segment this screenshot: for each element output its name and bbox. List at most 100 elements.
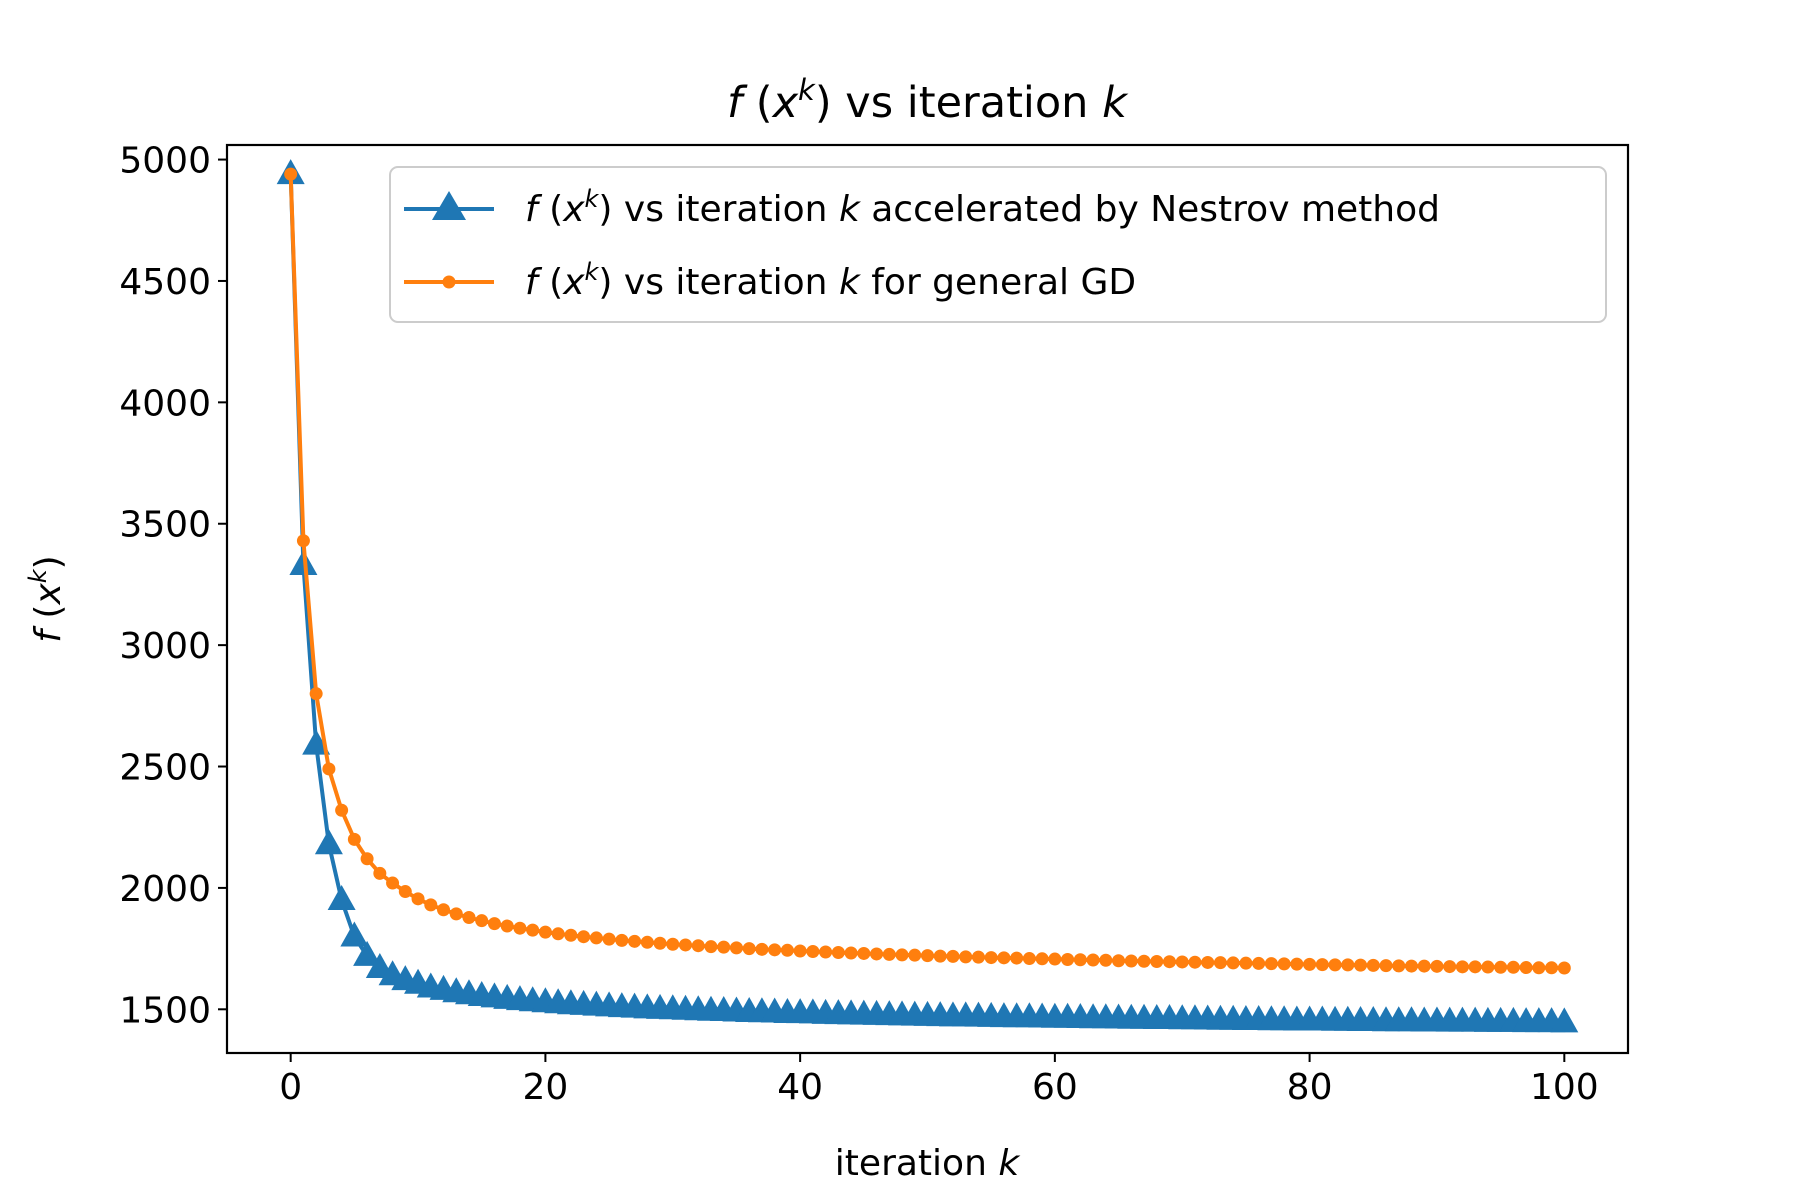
data-point-circle: [577, 930, 591, 944]
data-point-circle: [640, 935, 654, 949]
data-point-circle: [959, 950, 973, 964]
data-point-circle: [1455, 960, 1469, 974]
data-point-circle: [500, 919, 514, 933]
x-tick-label: 40: [777, 1067, 823, 1108]
data-point-circle: [1010, 951, 1024, 965]
data-point-circle: [1494, 960, 1508, 974]
data-point-circle: [1150, 954, 1164, 968]
y-tick-label: 4500: [119, 262, 211, 303]
data-point-circle: [1481, 960, 1495, 974]
data-point-circle: [768, 943, 782, 957]
data-point-circle: [462, 911, 476, 925]
data-point-circle: [1086, 953, 1100, 967]
legend1-close: ) vs iteration: [598, 189, 839, 230]
data-point-circle: [806, 945, 820, 959]
data-point-circle: [1328, 958, 1342, 972]
data-point-circle: [1545, 961, 1559, 975]
x-tick-label: 20: [523, 1067, 569, 1108]
title-x: x: [771, 78, 799, 128]
title-close: ) vs iteration: [815, 78, 1102, 128]
x-tick-label: 60: [1032, 1067, 1078, 1108]
data-point-circle: [1519, 961, 1533, 975]
y-tick-label: 5000: [119, 141, 211, 182]
title-k: k: [1102, 78, 1129, 128]
data-point-circle: [615, 933, 629, 947]
data-point-circle: [984, 951, 998, 965]
data-point-circle: [1112, 954, 1126, 968]
data-point-circle: [513, 921, 527, 935]
y-tick-label: 2000: [119, 869, 211, 910]
xlabel-k: k: [998, 1143, 1021, 1184]
data-point-circle: [1073, 953, 1087, 967]
ylabel-sup: k: [24, 568, 52, 583]
legend: f (xk) vs iteration k accelerated by Nes…: [389, 166, 1607, 323]
data-point-circle: [717, 940, 731, 954]
data-point-circle: [1506, 960, 1520, 974]
data-point-circle: [296, 534, 310, 548]
data-point-circle: [1557, 961, 1571, 975]
x-axis-label: iteration k: [835, 1143, 1022, 1184]
data-point-circle: [437, 903, 451, 917]
data-point-circle: [386, 876, 400, 890]
data-point-circle: [1264, 957, 1278, 971]
data-point-circle: [1201, 955, 1215, 969]
axes-frame: [225, 143, 1630, 1055]
data-point-circle: [1137, 954, 1151, 968]
data-point-circle: [564, 928, 578, 942]
data-point-circle: [589, 931, 603, 945]
svg-text:iteration k: iteration k: [835, 1143, 1022, 1184]
data-point-circle: [424, 898, 438, 912]
data-point-circle: [309, 687, 323, 701]
y-axis-label: f (xk): [24, 555, 69, 642]
data-point-circle: [1303, 957, 1317, 971]
svg-text:f (xk) vs iteration k: f (xk) vs iteration k: [727, 73, 1129, 128]
legend1-open: (: [538, 189, 564, 230]
data-point-circle: [1048, 952, 1062, 966]
data-point-circle: [1366, 958, 1380, 972]
y-axis-ticks: 1500 2000 2500 3000 3500 4000 4500 5000: [119, 141, 227, 1031]
data-point-circle: [1061, 953, 1075, 967]
data-point-circle: [335, 803, 349, 817]
x-axis-ticks: 0 20 40 60 80 100: [279, 1053, 1599, 1108]
data-point-circle: [1099, 953, 1113, 967]
ylabel-open: (: [28, 605, 69, 631]
series-layer: [276, 159, 1579, 1033]
data-point-circle: [1379, 959, 1393, 973]
legend-entry-nesterov: f (xk) vs iteration k accelerated by Nes…: [404, 185, 1440, 230]
data-point-circle: [1252, 956, 1266, 970]
data-point-circle: [971, 950, 985, 964]
xlabel-text: iteration: [835, 1143, 999, 1184]
data-point-circle: [526, 923, 540, 937]
y-tick-label: 4000: [119, 383, 211, 424]
data-point-circle: [411, 892, 425, 906]
data-point-circle: [602, 932, 616, 946]
data-point-circle: [844, 946, 858, 960]
legend-box: [389, 166, 1607, 323]
data-point-circle: [921, 949, 934, 963]
data-point-circle: [1404, 959, 1418, 973]
data-point-circle: [704, 940, 718, 954]
data-point-circle: [882, 947, 896, 961]
legend-marker-circle: [442, 275, 456, 289]
data-point-circle: [1226, 956, 1240, 970]
data-point-circle: [1315, 958, 1329, 972]
data-point-circle: [1430, 959, 1444, 973]
data-point-circle: [1162, 955, 1176, 969]
legend2-k: k: [839, 262, 862, 303]
data-point-circle: [1277, 957, 1291, 971]
data-point-circle: [729, 941, 743, 955]
svg-text:f (xk): f (xk): [24, 555, 69, 642]
legend1-rest: accelerated by Nestrov method: [860, 189, 1440, 230]
data-point-circle: [1188, 955, 1202, 969]
data-point-circle: [1443, 960, 1457, 974]
data-point-circle: [895, 948, 909, 962]
data-point-triangle: [340, 921, 369, 947]
data-point-circle: [691, 939, 705, 953]
data-point-circle: [398, 885, 412, 899]
y-tick-label: 3000: [119, 626, 211, 667]
data-point-circle: [1290, 957, 1304, 971]
legend2-rest: for general GD: [860, 262, 1136, 303]
svg-text:f (xk) vs iteration k for gene: f (xk) vs iteration k for general GD: [525, 258, 1136, 303]
